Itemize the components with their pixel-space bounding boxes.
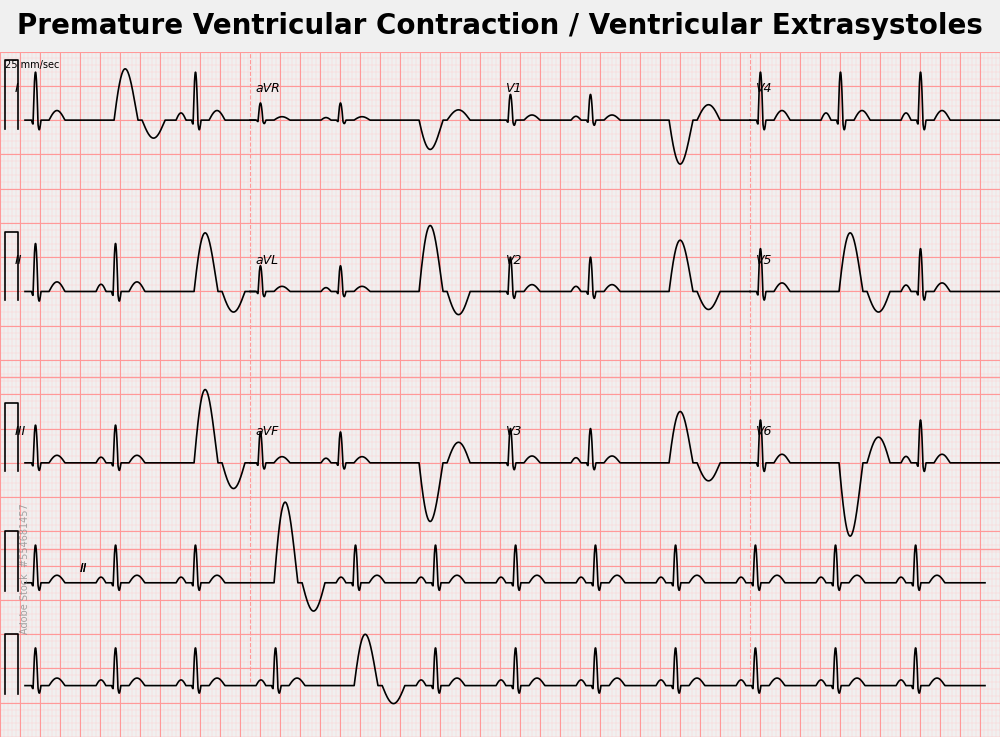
Text: II: II (80, 562, 88, 575)
Text: V5: V5 (755, 254, 772, 267)
Text: Adobe Stock  #554681457: Adobe Stock #554681457 (20, 503, 30, 634)
Text: I: I (15, 83, 19, 95)
Text: III: III (15, 425, 26, 438)
Text: 25 mm/sec: 25 mm/sec (5, 60, 59, 70)
Text: II: II (80, 562, 88, 575)
Text: Premature Ventricular Contraction / Ventricular Extrasystoles: Premature Ventricular Contraction / Vent… (17, 12, 983, 40)
Text: V3: V3 (505, 425, 522, 438)
Text: aVF: aVF (255, 425, 278, 438)
Text: V4: V4 (755, 83, 772, 95)
Text: II: II (15, 254, 22, 267)
Text: V1: V1 (505, 83, 522, 95)
Text: aVR: aVR (255, 83, 280, 95)
Text: V2: V2 (505, 254, 522, 267)
Text: V6: V6 (755, 425, 772, 438)
Text: aVL: aVL (255, 254, 278, 267)
